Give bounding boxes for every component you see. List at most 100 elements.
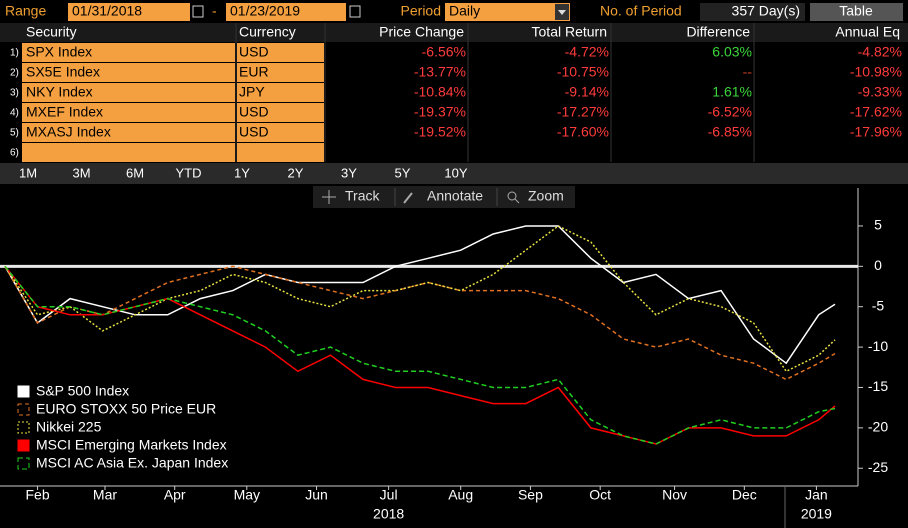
x-tick-label: Aug bbox=[448, 487, 473, 503]
range-button[interactable] bbox=[325, 165, 373, 182]
annual-eq: -17.62% bbox=[850, 104, 902, 120]
security-cell[interactable] bbox=[22, 63, 235, 82]
range-button[interactable] bbox=[378, 165, 427, 182]
period-field[interactable] bbox=[445, 3, 570, 21]
toolbar-label[interactable]: Zoom bbox=[528, 188, 564, 204]
security-cell[interactable] bbox=[22, 143, 235, 162]
start-date: 01/31/2018 bbox=[72, 3, 142, 19]
series-line bbox=[4, 225, 836, 365]
annual-eq: -9.33% bbox=[858, 84, 902, 100]
currency-cell[interactable] bbox=[237, 63, 324, 82]
table-button[interactable] bbox=[810, 3, 903, 21]
range-button[interactable] bbox=[432, 165, 480, 182]
end-date-field[interactable] bbox=[226, 3, 346, 21]
y-tick-label: -15 bbox=[868, 378, 888, 394]
x-tick-label: Nov bbox=[662, 487, 687, 503]
row-number: 3) bbox=[10, 88, 19, 99]
security: SX5E Index bbox=[26, 64, 100, 80]
range-button-label: 10Y bbox=[444, 165, 467, 180]
y-tick-label: 0 bbox=[874, 257, 882, 273]
currency-cell[interactable] bbox=[237, 143, 324, 162]
currency: USD bbox=[239, 44, 269, 60]
total-return: -10.75% bbox=[557, 64, 609, 80]
difference: -6.85% bbox=[708, 124, 752, 140]
column-header: Annual Eq bbox=[835, 24, 900, 40]
range-button[interactable] bbox=[271, 165, 320, 182]
total-return: -4.72% bbox=[565, 44, 609, 60]
row-number: 4) bbox=[10, 108, 19, 119]
period-label: Period bbox=[401, 3, 441, 19]
range-button-label: 6M bbox=[126, 165, 144, 180]
track-icon bbox=[322, 190, 336, 204]
range-button[interactable] bbox=[218, 165, 266, 182]
legend-swatch bbox=[17, 385, 30, 398]
start-date-field[interactable] bbox=[68, 3, 190, 21]
security: NKY Index bbox=[26, 84, 93, 100]
range-button-label: 3M bbox=[72, 165, 90, 180]
difference: -- bbox=[743, 64, 753, 80]
series-line bbox=[4, 265, 836, 445]
x-tick-label: Apr bbox=[164, 487, 186, 503]
column-header: Total Return bbox=[532, 24, 607, 40]
calendar-icon[interactable] bbox=[349, 5, 361, 18]
security-cell[interactable] bbox=[22, 103, 235, 122]
column-header: Currency bbox=[239, 24, 296, 40]
range-button-label: 2Y bbox=[288, 165, 304, 180]
chart-toolbar bbox=[313, 186, 575, 208]
security-cell[interactable] bbox=[22, 43, 235, 62]
column-header: Price Change bbox=[379, 24, 464, 40]
y-tick-label: -25 bbox=[868, 459, 888, 475]
legend-swatch bbox=[17, 439, 30, 452]
toolbar-label[interactable]: Annotate bbox=[427, 188, 483, 204]
year-label: 2018 bbox=[373, 506, 404, 522]
currency: JPY bbox=[239, 84, 265, 100]
x-tick-label: May bbox=[234, 487, 260, 503]
x-tick-label: Oct bbox=[589, 487, 611, 503]
security-cell[interactable] bbox=[22, 123, 235, 142]
currency: USD bbox=[239, 124, 269, 140]
calendar-icon[interactable] bbox=[192, 5, 204, 18]
total-return: -9.14% bbox=[565, 84, 609, 100]
legend-label: Nikkei 225 bbox=[36, 419, 102, 435]
dropdown-arrow bbox=[558, 10, 566, 15]
column-header: Security bbox=[26, 24, 77, 40]
range-button-label: YTD bbox=[176, 165, 202, 180]
x-tick-label: Feb bbox=[25, 487, 49, 503]
range-button[interactable] bbox=[4, 165, 52, 182]
currency-cell[interactable] bbox=[237, 103, 324, 122]
annotate-icon bbox=[403, 192, 413, 204]
range-button[interactable] bbox=[57, 165, 106, 182]
price-change: -19.52% bbox=[414, 124, 466, 140]
difference: -6.52% bbox=[708, 104, 752, 120]
y-tick-label: -20 bbox=[868, 419, 888, 435]
year-label: 2019 bbox=[801, 506, 832, 522]
period: Daily bbox=[449, 3, 480, 19]
x-tick-label: Jul bbox=[380, 487, 398, 503]
x-tick-label: Jan bbox=[805, 487, 828, 503]
legend-label: EURO STOXX 50 Price EUR bbox=[36, 401, 216, 417]
row-number: 2) bbox=[10, 68, 19, 79]
periods-label: No. of Period bbox=[600, 3, 682, 19]
periods-field bbox=[700, 3, 805, 21]
legend bbox=[12, 382, 262, 474]
x-tick-label: Jun bbox=[305, 487, 328, 503]
security-cell[interactable] bbox=[22, 83, 235, 102]
zoom-icon bbox=[507, 191, 517, 201]
security: MXEF Index bbox=[26, 104, 103, 120]
range-button-label: 1M bbox=[19, 165, 37, 180]
legend-swatch bbox=[17, 403, 30, 416]
price-change: -13.77% bbox=[414, 64, 466, 80]
currency-cell[interactable] bbox=[237, 83, 324, 102]
range-button[interactable] bbox=[111, 165, 159, 182]
column-header: Difference bbox=[686, 24, 750, 40]
range-button[interactable] bbox=[164, 165, 213, 182]
y-tick-label: -5 bbox=[872, 297, 885, 313]
toolbar-label[interactable]: Track bbox=[345, 188, 380, 204]
difference: 1.61% bbox=[712, 84, 752, 100]
currency-cell[interactable] bbox=[237, 123, 324, 142]
range-label: Range bbox=[5, 3, 46, 19]
range-button-label: 3Y bbox=[341, 165, 357, 180]
annual-eq: -10.98% bbox=[850, 64, 902, 80]
currency-cell[interactable] bbox=[237, 43, 324, 62]
